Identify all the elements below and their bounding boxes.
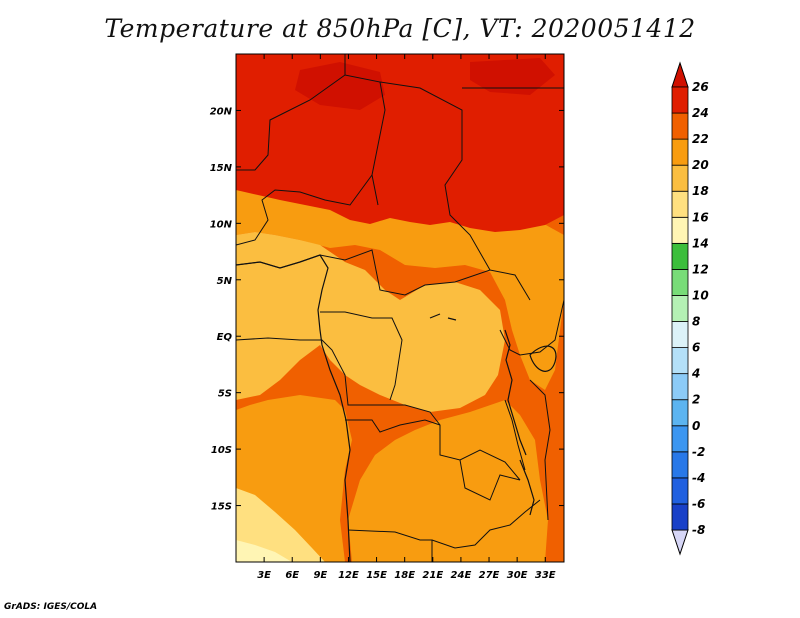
colorbar-label: 0 xyxy=(692,419,700,433)
colorbar-label: 6 xyxy=(692,341,700,355)
colorbar-label: 24 xyxy=(692,106,709,120)
map-frame xyxy=(235,53,565,563)
lat-tick-label: 10N xyxy=(210,219,233,230)
colorbar-box xyxy=(671,190,689,218)
colorbar-label: -2 xyxy=(692,445,705,459)
colorbar-box xyxy=(671,425,689,453)
temperature-field xyxy=(236,54,564,562)
colorbar-box xyxy=(671,347,689,375)
colorbar-box xyxy=(671,86,689,114)
colorbar-upper-extend xyxy=(671,61,689,88)
lat-tick-label: 20N xyxy=(210,106,233,117)
colorbar-label: -6 xyxy=(692,497,705,511)
colorbar-label: 14 xyxy=(692,236,709,250)
lat-tick-label: 5N xyxy=(217,276,233,287)
colorbar-box xyxy=(671,112,689,140)
colorbar-box xyxy=(671,503,689,531)
colorbar-label: 18 xyxy=(692,184,709,198)
colorbar-box xyxy=(671,399,689,427)
lon-tick-label: 15E xyxy=(366,570,387,581)
colorbar-box xyxy=(671,321,689,348)
lon-tick-label: 12E xyxy=(338,570,359,581)
lon-tick-label: 24E xyxy=(451,570,472,581)
lon-tick-label: 27E xyxy=(479,570,500,581)
lat-tick-label: 5S xyxy=(218,389,232,400)
colorbar-label: 16 xyxy=(692,210,709,224)
colorbar-box xyxy=(671,451,689,479)
lon-tick-label: 18E xyxy=(394,570,415,581)
lat-tick-label: 10S xyxy=(211,445,232,456)
field-18-20 xyxy=(236,232,505,412)
colorbar-label: 22 xyxy=(692,132,709,146)
colorbar-box xyxy=(671,242,689,270)
grads-credit: GrADS: IGES/COLA xyxy=(4,602,98,612)
colorbar-box xyxy=(671,216,689,244)
colorbar-label: 26 xyxy=(692,80,709,94)
lon-tick-label: 3E xyxy=(257,570,271,581)
colorbar-box xyxy=(671,138,689,166)
latitude-labels: 20N 15N 10N 5N EQ 5S 10S 15S xyxy=(210,106,233,512)
coastline xyxy=(236,254,351,562)
colorbar-label: 12 xyxy=(692,262,709,276)
colorbar-lower-extend xyxy=(671,529,689,556)
lakes xyxy=(429,313,557,516)
colorbar-label: -8 xyxy=(692,523,705,537)
lat-tick-label: 15N xyxy=(210,163,233,174)
field-14-16 xyxy=(236,540,292,562)
lon-tick-label: 6E xyxy=(285,570,299,581)
colorbar-label: 10 xyxy=(692,288,709,302)
colorbar-label: 2 xyxy=(692,393,700,407)
colorbar-box xyxy=(671,373,689,401)
colorbar-label: 8 xyxy=(692,315,700,329)
lon-tick-label: 21E xyxy=(422,570,443,581)
colorbar xyxy=(671,61,689,556)
lon-tick-label: 9E xyxy=(313,570,327,581)
colorbar-label: 4 xyxy=(691,367,700,381)
axis-ticks xyxy=(236,54,564,562)
colorbar-label: -4 xyxy=(692,471,705,485)
colorbar-box xyxy=(671,295,689,322)
colorbar-label: 20 xyxy=(692,158,709,172)
lat-tick-label: EQ xyxy=(217,332,233,343)
field-16-18 xyxy=(236,488,325,562)
colorbar-box xyxy=(671,477,689,505)
lon-tick-label: 33E xyxy=(535,570,556,581)
colorbar-box xyxy=(671,269,689,296)
colorbar-box xyxy=(671,164,689,192)
field-over-26 xyxy=(295,58,555,110)
lat-tick-label: 15S xyxy=(211,502,232,513)
map-title: Temperature at 850hPa [C], VT: 202005141… xyxy=(104,14,696,43)
longitude-labels: 3E 6E 9E 12E 15E 18E 21E 24E 27E 30E 33E xyxy=(257,570,556,581)
lon-tick-label: 30E xyxy=(507,570,528,581)
